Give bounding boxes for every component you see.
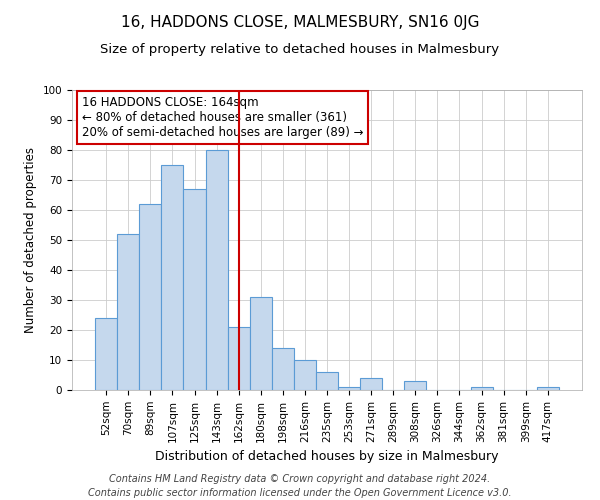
Bar <box>360 378 382 390</box>
Bar <box>537 387 559 390</box>
Bar <box>470 387 493 390</box>
Y-axis label: Number of detached properties: Number of detached properties <box>24 147 37 333</box>
Bar <box>227 327 250 390</box>
Bar <box>294 360 316 390</box>
Bar <box>250 297 272 390</box>
Text: 16 HADDONS CLOSE: 164sqm
← 80% of detached houses are smaller (361)
20% of semi-: 16 HADDONS CLOSE: 164sqm ← 80% of detach… <box>82 96 364 139</box>
Text: Contains HM Land Registry data © Crown copyright and database right 2024.
Contai: Contains HM Land Registry data © Crown c… <box>88 474 512 498</box>
Bar <box>316 372 338 390</box>
Bar <box>206 150 227 390</box>
Bar <box>404 381 427 390</box>
Text: Size of property relative to detached houses in Malmesbury: Size of property relative to detached ho… <box>100 42 500 56</box>
Bar <box>95 318 117 390</box>
Bar <box>338 387 360 390</box>
Bar <box>117 234 139 390</box>
Bar <box>161 165 184 390</box>
Bar <box>184 189 206 390</box>
Bar <box>139 204 161 390</box>
Bar <box>272 348 294 390</box>
Text: 16, HADDONS CLOSE, MALMESBURY, SN16 0JG: 16, HADDONS CLOSE, MALMESBURY, SN16 0JG <box>121 15 479 30</box>
X-axis label: Distribution of detached houses by size in Malmesbury: Distribution of detached houses by size … <box>155 450 499 463</box>
